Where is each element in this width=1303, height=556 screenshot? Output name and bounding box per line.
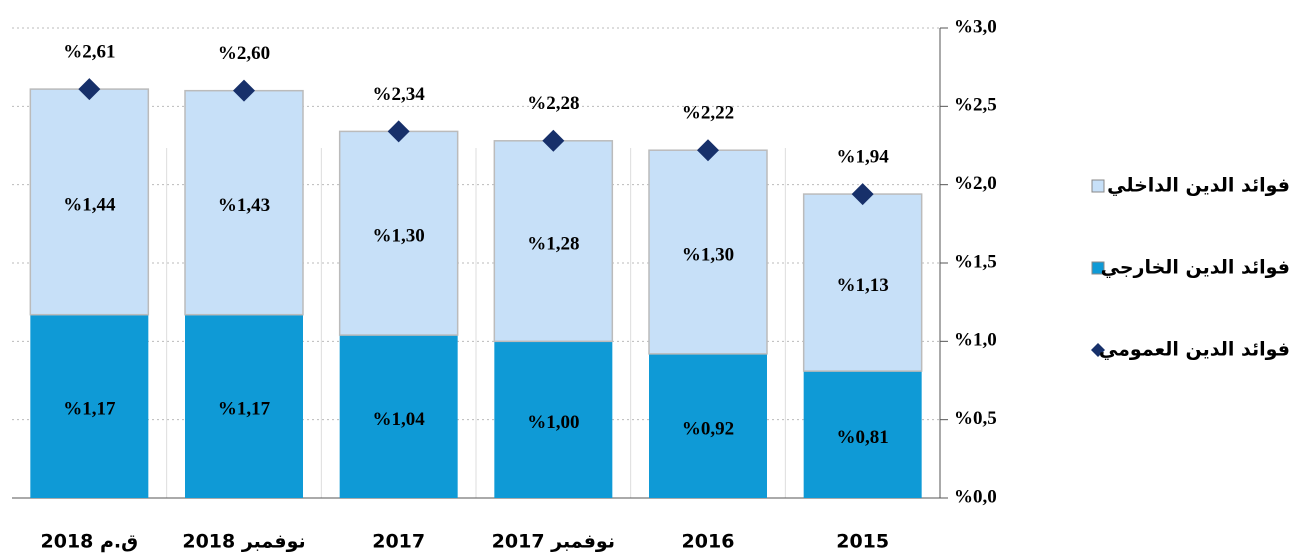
data-label: %1,30: [682, 244, 734, 265]
data-label: %1,28: [527, 233, 579, 254]
bar-segment: [802, 193, 923, 372]
legend-label: فوائد الدين الداخلي: [1107, 175, 1290, 197]
y-tick-label: %0,0: [954, 486, 997, 507]
marker: [697, 139, 719, 162]
legend-label: فوائد الدين العمومي: [1099, 339, 1290, 361]
total-label: %2,34: [373, 84, 426, 105]
marker: [387, 120, 410, 143]
total-label: %2,60: [218, 43, 270, 64]
data-label: %1,17: [218, 399, 271, 420]
x-tick-label: 2015: [836, 531, 889, 553]
y-tick-label: %3,0: [954, 16, 997, 37]
x-tick-label: 2017: [372, 531, 425, 553]
bar-segment: [803, 371, 922, 498]
y-tick-label: %2,0: [954, 173, 997, 194]
y-tick-label: %1,0: [954, 330, 997, 351]
data-label: %1,13: [837, 275, 889, 296]
legend-marker: [1091, 179, 1105, 193]
data-label: %1,44: [63, 194, 116, 215]
y-tick-label: %2,5: [954, 95, 997, 116]
legend-label: فوائد الدين الخارجي: [1101, 257, 1290, 279]
bar-segment: [339, 335, 458, 498]
total-label: %2,28: [527, 93, 579, 114]
data-label: %0,92: [682, 418, 734, 439]
legend-marker: [1091, 261, 1105, 275]
marker: [233, 79, 255, 102]
data-label: %1,30: [373, 226, 425, 247]
y-tick-label: %1,5: [954, 251, 997, 272]
bar-segment: [184, 89, 304, 316]
y-tick-label: %0,5: [954, 408, 997, 429]
legend-marker: [1091, 343, 1105, 357]
total-label: %2,22: [682, 103, 734, 124]
x-tick-label: نوفمبر 2018: [182, 531, 305, 553]
marker: [542, 129, 565, 152]
x-tick-label: 2016: [682, 531, 735, 553]
data-label: %1,00: [527, 412, 579, 433]
bar-segment: [648, 149, 768, 355]
data-label: %1,04: [373, 409, 426, 430]
bar-segment: [649, 353, 767, 498]
bar-segment: [494, 341, 613, 498]
bar-segment: [185, 314, 303, 498]
x-tick-label: ق.م 2018: [41, 531, 139, 553]
data-label: %0,81: [837, 427, 889, 448]
x-tick-label: نوفمبر 2017: [492, 531, 615, 553]
marker: [851, 183, 874, 206]
marker: [78, 78, 101, 101]
bar-segment: [493, 140, 614, 343]
total-label: %1,94: [837, 146, 890, 167]
bar-segment: [30, 314, 149, 498]
bar-segment: [29, 88, 150, 316]
data-label: %1,17: [63, 399, 116, 420]
data-label: %1,43: [218, 195, 270, 216]
total-label: %2,61: [63, 41, 115, 62]
